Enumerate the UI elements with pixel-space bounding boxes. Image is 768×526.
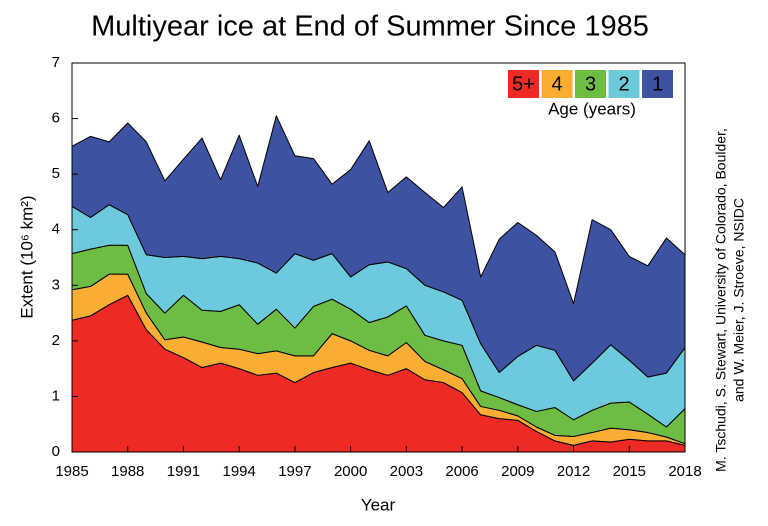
y-tick-label: 5	[52, 165, 60, 182]
x-tick-label: 1988	[111, 463, 144, 480]
x-tick-label: 2009	[501, 463, 534, 480]
x-tick-label: 2000	[334, 463, 367, 480]
y-tick-label: 6	[52, 110, 60, 127]
legend-swatch	[541, 70, 573, 98]
x-tick-label: 1991	[167, 463, 200, 480]
x-tick-label: 1985	[55, 463, 88, 480]
x-axis-label: Year	[361, 495, 396, 514]
x-tick-label: 2006	[445, 463, 478, 480]
y-axis-label: Extent (10⁶ km²)	[17, 195, 36, 318]
x-tick-label: 2018	[668, 463, 701, 480]
x-tick-label: 1994	[222, 463, 255, 480]
legend-label: 5+	[512, 73, 535, 95]
x-tick-label: 1997	[278, 463, 311, 480]
y-tick-label: 4	[52, 221, 60, 238]
legend-swatch	[642, 70, 673, 98]
legend-label: 4	[551, 73, 562, 95]
legend-swatch	[508, 70, 539, 98]
plot-frame	[71, 62, 686, 453]
y-tick-label: 3	[52, 276, 60, 293]
credit: and W. Meier, J. Stroeve, NSIDC	[731, 198, 747, 402]
legend-swatch	[608, 70, 640, 98]
y-tick-label: 2	[52, 332, 60, 349]
credit: M. Tschudi, S. Stewart, University of Co…	[713, 128, 729, 472]
y-tick-label: 0	[52, 443, 60, 460]
legend-label: 3	[585, 73, 596, 95]
y-tick-label: 7	[52, 54, 60, 71]
x-tick-label: 2003	[390, 463, 423, 480]
y-tick-label: 1	[52, 387, 60, 404]
chart-title: Multiyear ice at End of Summer Since 198…	[91, 11, 649, 43]
x-tick-label: 2015	[613, 463, 646, 480]
plot-area	[71, 115, 686, 453]
legend-label: 1	[652, 73, 663, 95]
legend-title: Age (years)	[548, 99, 636, 118]
x-tick-label: 2012	[557, 463, 590, 480]
legend-label: 2	[618, 73, 629, 95]
legend-swatch	[575, 70, 606, 98]
